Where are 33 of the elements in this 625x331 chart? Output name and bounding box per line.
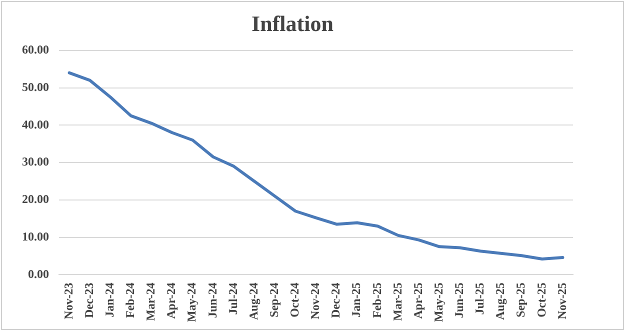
x-tick-label: Dec-24 bbox=[328, 282, 343, 318]
x-tick-label: Aug-24 bbox=[246, 282, 260, 320]
y-tick-label: 10.00 bbox=[22, 229, 49, 244]
x-tick-label: Jan-24 bbox=[102, 282, 116, 318]
x-tick-label: Nov-23 bbox=[61, 282, 76, 320]
x-tick-label: Dec-23 bbox=[82, 282, 96, 318]
x-tick-label: Mar-25 bbox=[390, 282, 404, 321]
x-tick-label: May-24 bbox=[184, 282, 199, 322]
x-tick-label: Jan-25 bbox=[349, 282, 364, 318]
x-tick-label: Jun-24 bbox=[205, 282, 220, 318]
x-tick-label: Jun-25 bbox=[452, 282, 466, 318]
x-tick-label: Sep-24 bbox=[266, 282, 281, 318]
x-tick-label: Apr-24 bbox=[164, 282, 178, 319]
x-tick-label: Feb-24 bbox=[123, 282, 138, 318]
x-tick-label: Aug-25 bbox=[493, 282, 508, 320]
y-tick-label: 0.00 bbox=[28, 266, 49, 281]
x-tick-label: May-25 bbox=[431, 282, 446, 322]
x-tick-label: Feb-25 bbox=[370, 282, 384, 318]
x-tick-label: Nov-24 bbox=[308, 282, 322, 320]
x-tick-label: Jul-25 bbox=[472, 282, 487, 315]
y-tick-label: 40.00 bbox=[22, 117, 49, 132]
chart-title: Inflation bbox=[252, 10, 334, 36]
y-tick-label: 30.00 bbox=[22, 154, 49, 169]
x-tick-label: Jul-24 bbox=[226, 282, 240, 315]
y-tick-label: 50.00 bbox=[22, 80, 49, 94]
x-tick-label: Mar-24 bbox=[144, 282, 158, 321]
y-tick-label: 60.00 bbox=[22, 42, 49, 56]
x-tick-label: Oct-25 bbox=[534, 282, 548, 318]
x-tick-label: Nov-25 bbox=[554, 282, 569, 320]
x-tick-label: Sep-25 bbox=[514, 282, 528, 318]
y-tick-label: 20.00 bbox=[22, 192, 49, 206]
x-tick-label: Apr-25 bbox=[410, 282, 425, 319]
x-tick-label: Oct-24 bbox=[288, 282, 302, 318]
